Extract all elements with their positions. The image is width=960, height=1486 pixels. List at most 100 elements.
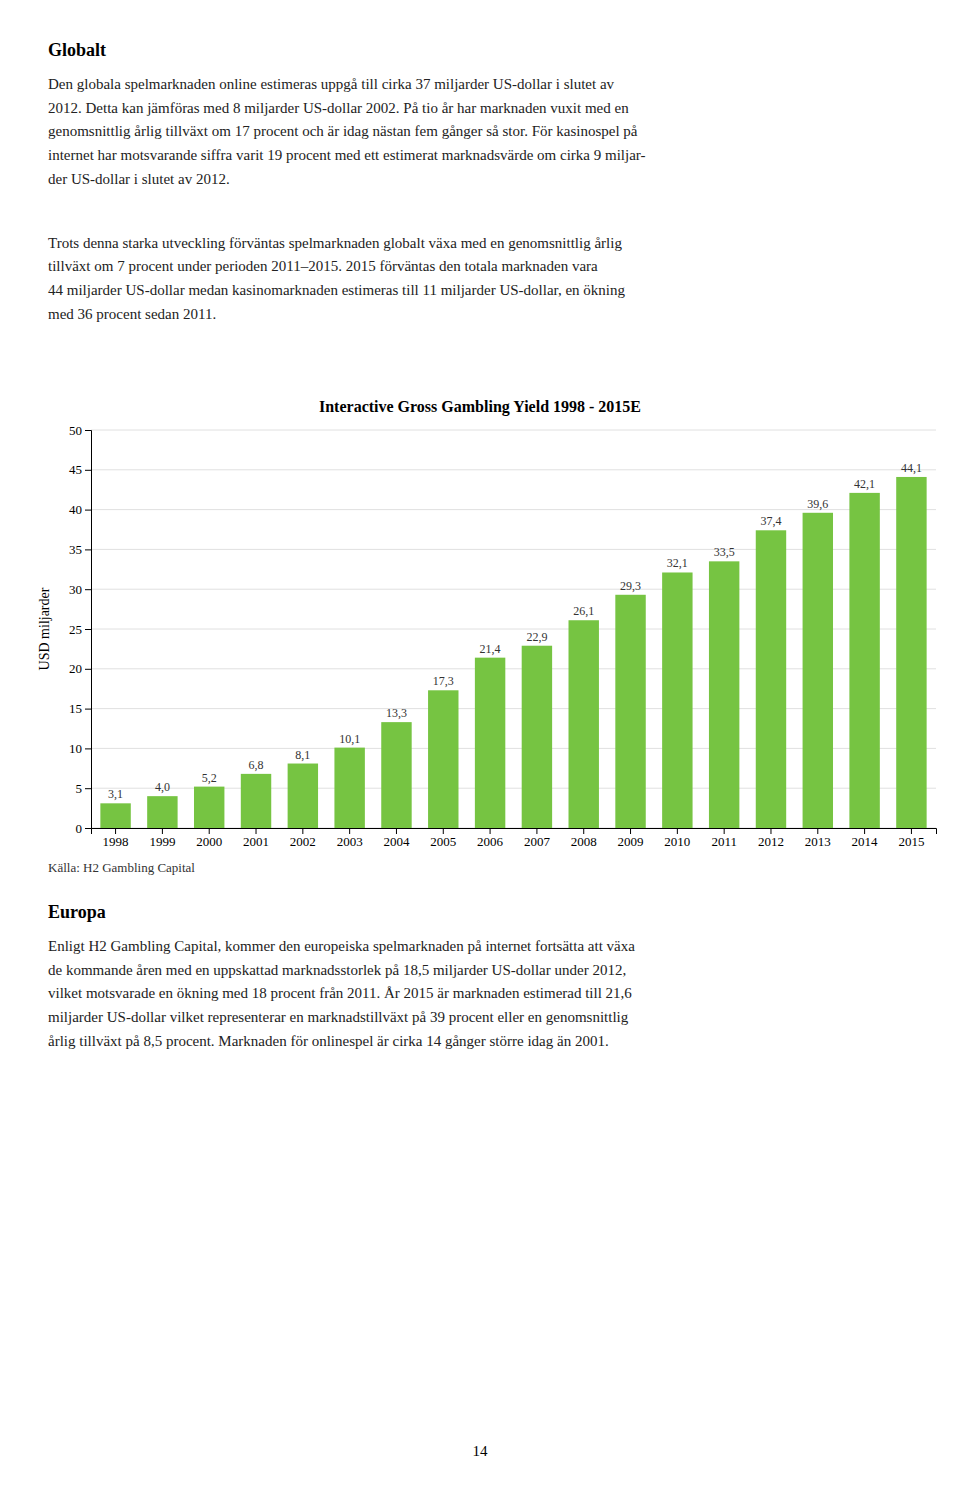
bar xyxy=(100,803,130,828)
section: GlobaltDen globala spelmarknaden online … xyxy=(48,40,646,322)
tick-mark xyxy=(256,828,257,834)
tick: 50 xyxy=(69,423,91,438)
tick-mark xyxy=(724,828,725,834)
tick-label: 5 xyxy=(76,781,83,796)
paragraph-line: genomsnittlig årlig tillväxt om 17 proce… xyxy=(48,123,638,139)
tick-mark xyxy=(85,629,91,630)
tick-label: 2009 xyxy=(618,834,644,849)
section: EuropaEnligt H2 Gambling Capital, kommer… xyxy=(48,902,635,1049)
tick-mark xyxy=(583,828,584,834)
data-label: 22,9 xyxy=(526,630,547,644)
tick: 30 xyxy=(69,582,91,597)
data-label: 39,6 xyxy=(807,497,828,511)
data-label: 10,1 xyxy=(339,732,360,746)
bar xyxy=(147,796,177,828)
bar xyxy=(662,572,692,828)
tick: 0 xyxy=(76,821,92,836)
tick: 2002 xyxy=(290,828,316,849)
grid-line xyxy=(91,430,936,431)
tick-mark xyxy=(490,828,491,834)
tick-mark xyxy=(864,828,865,834)
tick: 15 xyxy=(69,701,91,716)
data-label: 33,5 xyxy=(714,545,735,559)
tick-label: 2013 xyxy=(805,834,831,849)
grid xyxy=(91,430,936,828)
bar xyxy=(709,561,739,828)
data-label: 37,4 xyxy=(760,514,781,528)
tick: 2003 xyxy=(337,828,363,849)
data-label: 17,3 xyxy=(433,674,454,688)
data-label: 3,1 xyxy=(108,787,123,801)
tick-mark xyxy=(677,828,678,834)
tick: 2006 xyxy=(477,828,504,849)
data-labels: 3,14,05,26,88,110,113,317,321,422,926,12… xyxy=(108,461,922,801)
data-label: 26,1 xyxy=(573,604,594,618)
source-note: Källa: H2 Gambling Capital xyxy=(48,860,195,875)
page: GlobaltDen globala spelmarknaden online … xyxy=(0,0,960,1486)
tick: 2013 xyxy=(805,828,831,849)
bar xyxy=(896,477,926,828)
tick: 2005 xyxy=(430,828,456,849)
tick-label: 2000 xyxy=(196,834,222,849)
tick: 2008 xyxy=(571,828,597,849)
tick-mark xyxy=(349,828,350,834)
paragraph-line: 44 miljarder US-dollar medan kasinomarkn… xyxy=(48,282,626,298)
axis-line xyxy=(85,431,92,829)
page-number: 14 xyxy=(473,1443,489,1459)
tick: 2015 xyxy=(898,828,924,849)
tick: 25 xyxy=(69,622,91,637)
bar xyxy=(756,530,786,828)
tick-mark xyxy=(85,510,91,511)
tick: 2011 xyxy=(711,828,737,849)
tick-label: 2015 xyxy=(898,834,924,849)
bar xyxy=(288,764,318,828)
y-axis: 0 5 10 15 20 25 30 35 40 45 50 xyxy=(69,423,92,836)
tick: 2004 xyxy=(383,828,410,849)
tick-mark xyxy=(209,828,210,834)
tick-label: 35 xyxy=(69,542,82,557)
tick-mark xyxy=(85,589,91,590)
tick: 2012 xyxy=(758,828,784,849)
heading: Globalt xyxy=(48,40,106,60)
tick: 20 xyxy=(69,661,91,676)
axis-line xyxy=(92,829,937,835)
data-label: 8,1 xyxy=(295,748,310,762)
tick: 2009 xyxy=(618,828,644,849)
tick-label: 45 xyxy=(69,462,82,477)
tick: 40 xyxy=(69,502,91,517)
tick-mark xyxy=(115,828,116,834)
paragraph-line: med 36 procent sedan 2011. xyxy=(48,306,216,322)
tick: 2007 xyxy=(524,828,551,849)
grid-line xyxy=(91,469,936,470)
tick-label: 2008 xyxy=(571,834,597,849)
tick-label: 40 xyxy=(69,502,82,517)
tick: 1999 xyxy=(149,828,175,849)
tick-label: 2012 xyxy=(758,834,784,849)
heading: Europa xyxy=(48,902,106,922)
tick-mark xyxy=(85,669,91,670)
bar xyxy=(428,690,458,828)
tick-label: 10 xyxy=(69,741,82,756)
tick: 1998 xyxy=(103,828,129,849)
tick-mark xyxy=(536,828,537,834)
chart-title: Interactive Gross Gambling Yield 1998 - … xyxy=(319,398,641,416)
bar xyxy=(615,595,645,828)
tick-label: 2003 xyxy=(337,834,363,849)
tick-mark xyxy=(85,828,91,829)
data-label: 5,2 xyxy=(202,771,217,785)
data-label: 13,3 xyxy=(386,706,407,720)
tick-label: 0 xyxy=(76,821,83,836)
tick-label: 2004 xyxy=(383,834,410,849)
data-label: 6,8 xyxy=(249,758,264,772)
paragraph-line: internet har motsvarande siffra varit 19… xyxy=(48,147,646,163)
tick-mark xyxy=(85,709,91,710)
tick-mark xyxy=(630,828,631,834)
tick-label: 50 xyxy=(69,423,82,438)
data-label: 4,0 xyxy=(155,780,170,794)
paragraph-line: tillväxt om 7 procent under perioden 201… xyxy=(48,258,598,274)
data-label: 44,1 xyxy=(901,461,922,475)
bar xyxy=(381,722,411,828)
tick-mark xyxy=(85,430,91,431)
data-label: 42,1 xyxy=(854,477,875,491)
tick-label: 15 xyxy=(69,701,82,716)
